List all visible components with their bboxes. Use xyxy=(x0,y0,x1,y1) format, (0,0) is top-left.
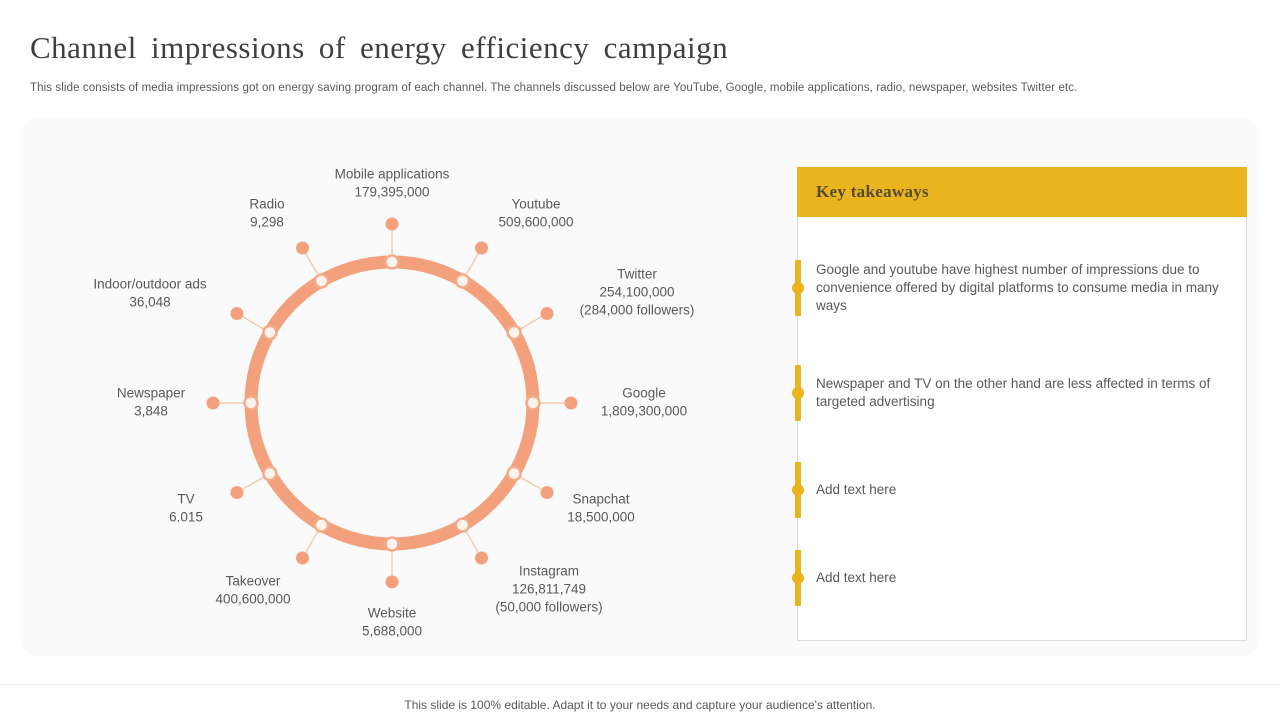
ring-node xyxy=(525,395,541,411)
channel-node-radio: Radio 9,298 xyxy=(249,197,330,289)
channel-dot xyxy=(296,551,309,565)
ring-node xyxy=(384,254,400,270)
takeaway-item: Add text here xyxy=(791,533,1234,623)
channel-label: Indoor/outdoor ads 36,048 xyxy=(93,277,207,310)
takeaway-text: Google and youtube have highest number o… xyxy=(816,262,1219,313)
channel-node-snapchat: Snapchat 18,500,000 xyxy=(506,465,635,525)
takeaway-dot-marker xyxy=(791,282,804,294)
ring-node xyxy=(313,273,330,289)
content-panel: Mobile applications 179,395,000 Youtube 509… xyxy=(20,118,1260,656)
ring-node xyxy=(262,465,278,482)
footer-divider xyxy=(0,684,1280,685)
ring-node xyxy=(506,465,522,482)
page-title: Channel impressions of energy efficiency… xyxy=(30,30,729,65)
channel-impressions-diagram: Mobile applications 179,395,000 Youtube 509… xyxy=(93,167,695,639)
takeaway-dot-marker xyxy=(791,572,804,584)
channel-node-mobile-applications: Mobile applications 179,395,000 xyxy=(335,167,450,270)
channel-dot xyxy=(385,575,399,589)
channel-label: Mobile applications 179,395,000 xyxy=(335,167,450,200)
channel-dot xyxy=(296,241,309,255)
ring-node xyxy=(384,536,400,552)
key-takeaways-panel: Key takeaways Google and youtube have hi… xyxy=(791,167,1247,641)
takeaway-dot-marker xyxy=(791,387,804,399)
channel-node-youtube: Youtube 509,600,000 xyxy=(454,197,574,289)
channel-node-indoor-outdoor-ads: Indoor/outdoor ads 36,048 xyxy=(93,277,278,341)
ring-node xyxy=(454,517,471,533)
takeaway-item: Newspaper and TV on the other hand are l… xyxy=(791,348,1234,438)
channel-node-google: Google 1,809,300,000 xyxy=(525,386,687,419)
channel-dot xyxy=(540,486,554,499)
channel-node-twitter: Twitter 254,100,000 (284,000 followers) xyxy=(506,267,695,341)
ring-node xyxy=(313,517,330,533)
ring-node xyxy=(454,273,471,289)
channel-dot xyxy=(540,307,554,320)
takeaway-item: Add text here xyxy=(791,445,1234,535)
channel-label: Website 5,688,000 xyxy=(362,606,422,639)
channel-node-instagram: Instagram 126,811,749 (50,000 followers) xyxy=(454,517,603,615)
takeaway-text: Newspaper and TV on the other hand are l… xyxy=(816,376,1211,409)
ring-node xyxy=(506,324,522,341)
slide-footer-note: This slide is 100% editable. Adapt it to… xyxy=(404,698,876,712)
channel-label: Radio 9,298 xyxy=(249,197,284,230)
takeaway-dot-marker xyxy=(791,484,804,496)
channel-dot xyxy=(230,307,244,320)
channel-dot xyxy=(385,217,399,231)
channel-node-website: Website 5,688,000 xyxy=(362,536,422,639)
channel-label: Newspaper 3,848 xyxy=(117,386,186,419)
ring-node xyxy=(262,324,278,341)
channel-dot xyxy=(475,241,488,255)
slide-subtitle: This slide consists of media impressions… xyxy=(30,82,1078,94)
channel-label: Google 1,809,300,000 xyxy=(601,386,687,419)
channel-label: Instagram 126,811,749 (50,000 followers) xyxy=(495,564,602,615)
channel-label: TV 6.015 xyxy=(169,492,203,525)
channel-label: Takeover 400,600,000 xyxy=(215,574,290,607)
channel-node-tv: TV 6.015 xyxy=(169,465,278,525)
takeaway-text: Add text here xyxy=(816,570,897,586)
takeaway-text: Add text here xyxy=(816,482,897,498)
diagram-ring xyxy=(244,255,540,551)
channel-dot xyxy=(564,396,578,410)
channel-label: Twitter 254,100,000 (284,000 followers) xyxy=(580,267,695,318)
channel-dot xyxy=(475,551,488,565)
key-takeaways-title: Key takeaways xyxy=(816,182,929,201)
takeaway-item: Google and youtube have highest number o… xyxy=(791,243,1234,333)
ring-node xyxy=(243,395,259,411)
channel-label: Youtube 509,600,000 xyxy=(498,197,573,230)
channel-node-takeover: Takeover 400,600,000 xyxy=(215,517,330,607)
channel-dot xyxy=(206,396,220,410)
channel-dot xyxy=(230,486,244,499)
channel-node-newspaper: Newspaper 3,848 xyxy=(117,386,259,419)
key-takeaways-header: Key takeaways xyxy=(797,167,1247,217)
channel-label: Snapchat 18,500,000 xyxy=(567,492,635,525)
